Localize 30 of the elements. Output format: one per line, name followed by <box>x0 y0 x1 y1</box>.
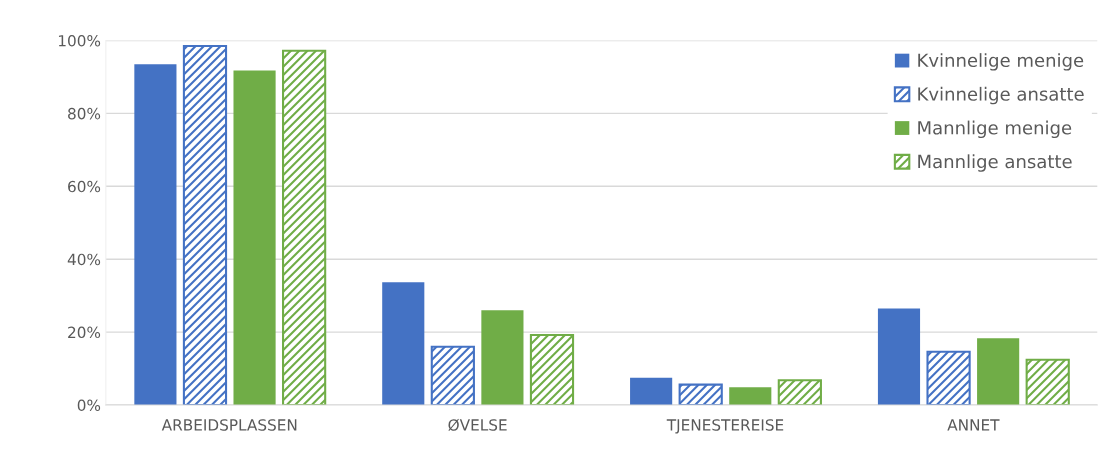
legend-label: Kvinnelige ansatte <box>918 86 1084 105</box>
y-tick-label: 100% <box>58 34 101 47</box>
bar <box>678 383 723 405</box>
bar <box>877 308 921 405</box>
bar <box>481 310 524 405</box>
bar <box>977 338 1020 405</box>
bar <box>430 345 475 405</box>
bar <box>1025 358 1070 405</box>
bar <box>729 387 772 405</box>
bar <box>777 379 822 405</box>
y-tick-label: 20% <box>68 326 101 339</box>
bar <box>630 377 673 405</box>
bar <box>382 282 425 405</box>
bar <box>134 64 177 405</box>
legend-label: Mannlige ansatte <box>918 154 1072 172</box>
y-tick-label: 60% <box>68 180 101 193</box>
bar <box>926 350 971 405</box>
bar <box>529 333 575 405</box>
x-tick-label: TJENESTEREISE <box>666 419 784 434</box>
bar <box>233 70 276 405</box>
bar <box>282 49 327 405</box>
x-tick-label: ANNET <box>947 419 1000 431</box>
legend-label: Mannlige menige <box>918 120 1072 139</box>
y-tick-label: 0% <box>77 399 101 412</box>
x-tick-label: ØVELSE <box>448 418 507 432</box>
bar <box>182 44 228 405</box>
legend-label: Kvinnelige menige <box>918 53 1084 71</box>
x-tick-label: ARBEIDSPLASSEN <box>161 419 297 431</box>
y-tick-label: 40% <box>67 253 101 266</box>
y-tick-label: 80% <box>68 107 101 120</box>
